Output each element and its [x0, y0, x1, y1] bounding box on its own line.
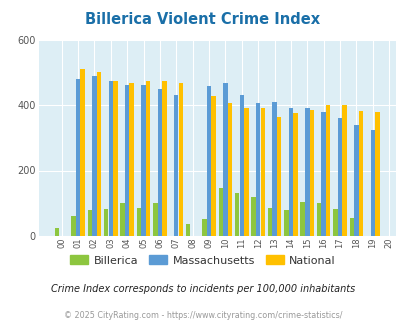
Bar: [108, 82, 113, 236]
Bar: [96, 72, 101, 236]
Bar: [349, 218, 353, 236]
Bar: [120, 203, 124, 236]
Bar: [145, 81, 150, 236]
Bar: [321, 112, 325, 236]
Bar: [211, 96, 215, 236]
Bar: [153, 203, 157, 236]
Bar: [104, 209, 108, 236]
Bar: [157, 89, 162, 236]
Bar: [87, 210, 92, 236]
Text: Crime Index corresponds to incidents per 100,000 inhabitants: Crime Index corresponds to incidents per…: [51, 284, 354, 294]
Bar: [284, 210, 288, 236]
Bar: [76, 79, 80, 236]
Text: © 2025 CityRating.com - https://www.cityrating.com/crime-statistics/: © 2025 CityRating.com - https://www.city…: [64, 311, 341, 320]
Bar: [71, 216, 75, 236]
Bar: [316, 203, 320, 236]
Bar: [80, 69, 85, 236]
Bar: [129, 83, 134, 236]
Bar: [243, 108, 248, 236]
Bar: [92, 76, 96, 236]
Bar: [255, 103, 260, 236]
Bar: [304, 108, 309, 236]
Bar: [55, 228, 59, 236]
Bar: [234, 193, 239, 236]
Bar: [353, 125, 358, 236]
Bar: [341, 105, 346, 236]
Bar: [178, 83, 183, 236]
Bar: [370, 130, 374, 236]
Bar: [300, 202, 304, 236]
Bar: [206, 86, 211, 236]
Legend: Billerica, Massachusetts, National: Billerica, Massachusetts, National: [66, 251, 339, 270]
Bar: [202, 219, 206, 236]
Bar: [113, 81, 117, 236]
Bar: [358, 111, 362, 236]
Bar: [267, 209, 271, 236]
Bar: [239, 95, 243, 236]
Bar: [337, 118, 341, 236]
Bar: [162, 81, 166, 236]
Bar: [141, 85, 145, 236]
Bar: [251, 197, 255, 236]
Bar: [374, 112, 379, 236]
Bar: [292, 113, 297, 236]
Bar: [185, 224, 190, 236]
Bar: [309, 110, 313, 236]
Bar: [325, 105, 330, 236]
Bar: [136, 208, 141, 236]
Bar: [223, 83, 227, 236]
Bar: [272, 102, 276, 236]
Bar: [174, 95, 178, 236]
Bar: [218, 187, 222, 236]
Bar: [227, 103, 232, 236]
Bar: [276, 116, 281, 236]
Bar: [288, 108, 292, 236]
Bar: [260, 108, 264, 236]
Text: Billerica Violent Crime Index: Billerica Violent Crime Index: [85, 12, 320, 26]
Bar: [333, 209, 337, 236]
Bar: [125, 85, 129, 236]
